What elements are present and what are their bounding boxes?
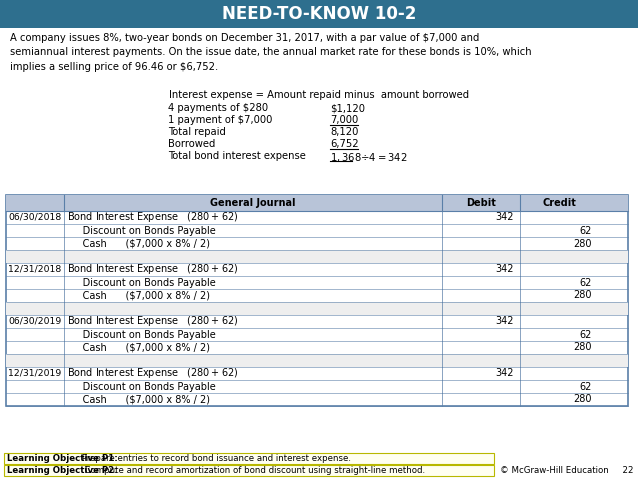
Text: Bond Interest Expense   ($280 + $62): Bond Interest Expense ($280 + $62) (67, 366, 239, 380)
Bar (6, 354, 628, 367)
Text: A company issues 8%, two-year bonds on December 31, 2017, with a par value of $7: A company issues 8%, two-year bonds on D… (10, 33, 531, 72)
Bar (4, 453, 494, 464)
Text: 280: 280 (574, 290, 592, 300)
Bar (6, 250, 628, 263)
Text: $1,368  ÷ 4 = $342: $1,368 ÷ 4 = $342 (330, 151, 408, 164)
Text: Cash      ($7,000 x 8% / 2): Cash ($7,000 x 8% / 2) (67, 342, 210, 353)
Text: Credit: Credit (542, 198, 576, 208)
Text: 342: 342 (496, 317, 514, 327)
Bar (6, 302, 628, 315)
Text: 342: 342 (496, 368, 514, 378)
Text: Learning Objective P1:: Learning Objective P1: (7, 454, 118, 463)
Text: Prepare entries to record bond issuance and interest expense.: Prepare entries to record bond issuance … (79, 454, 351, 463)
Text: © McGraw-Hill Education     22: © McGraw-Hill Education 22 (500, 466, 633, 475)
Text: Debit: Debit (466, 198, 496, 208)
Bar (6, 195, 628, 406)
Text: 06/30/2019: 06/30/2019 (8, 317, 61, 326)
Text: Discount on Bonds Payable: Discount on Bonds Payable (67, 226, 216, 236)
Text: 7,000: 7,000 (330, 115, 359, 125)
Text: Bond Interest Expense   ($280 + $62): Bond Interest Expense ($280 + $62) (67, 315, 239, 329)
Text: 280: 280 (574, 395, 592, 404)
Text: Compute and record amortization of bond discount using straight-line method.: Compute and record amortization of bond … (79, 466, 425, 475)
Text: 62: 62 (580, 277, 592, 287)
Text: NEED-TO-KNOW 10-2: NEED-TO-KNOW 10-2 (222, 5, 416, 23)
Text: Total repaid: Total repaid (168, 127, 226, 137)
Text: Cash      ($7,000 x 8% / 2): Cash ($7,000 x 8% / 2) (67, 290, 210, 300)
Text: 280: 280 (574, 239, 592, 249)
Bar (4, 465, 494, 476)
Text: $1,120: $1,120 (330, 103, 365, 113)
Text: General Journal: General Journal (211, 198, 296, 208)
Text: Bond Interest Expense   ($280 + $62): Bond Interest Expense ($280 + $62) (67, 262, 239, 276)
Text: Borrowed: Borrowed (168, 139, 216, 149)
Text: 62: 62 (580, 381, 592, 391)
Text: Interest expense = Amount repaid minus  amount borrowed: Interest expense = Amount repaid minus a… (169, 90, 469, 100)
Text: 342: 342 (496, 213, 514, 223)
Text: Cash      ($7,000 x 8% / 2): Cash ($7,000 x 8% / 2) (67, 395, 210, 404)
Text: Discount on Bonds Payable: Discount on Bonds Payable (67, 381, 216, 391)
Bar (0, 0, 638, 28)
Bar (6, 195, 628, 211)
Text: 62: 62 (580, 226, 592, 236)
Text: 342: 342 (496, 264, 514, 274)
Text: Total bond interest expense: Total bond interest expense (168, 151, 306, 161)
Text: 62: 62 (580, 330, 592, 340)
Text: Cash      ($7,000 x 8% / 2): Cash ($7,000 x 8% / 2) (67, 239, 210, 249)
Text: 06/30/2018: 06/30/2018 (8, 213, 61, 222)
Text: 6,752: 6,752 (330, 139, 359, 149)
Text: Learning Objective P2:: Learning Objective P2: (7, 466, 118, 475)
Text: 12/31/2019: 12/31/2019 (8, 369, 61, 378)
Text: Discount on Bonds Payable: Discount on Bonds Payable (67, 330, 216, 340)
Text: 4 payments of $280: 4 payments of $280 (168, 103, 268, 113)
Text: 8,120: 8,120 (330, 127, 359, 137)
Text: 280: 280 (574, 342, 592, 353)
Text: Bond Interest Expense   ($280 + $62): Bond Interest Expense ($280 + $62) (67, 210, 239, 225)
Text: Discount on Bonds Payable: Discount on Bonds Payable (67, 277, 216, 287)
Text: 1 payment of $7,000: 1 payment of $7,000 (168, 115, 272, 125)
Text: 12/31/2018: 12/31/2018 (8, 265, 61, 274)
